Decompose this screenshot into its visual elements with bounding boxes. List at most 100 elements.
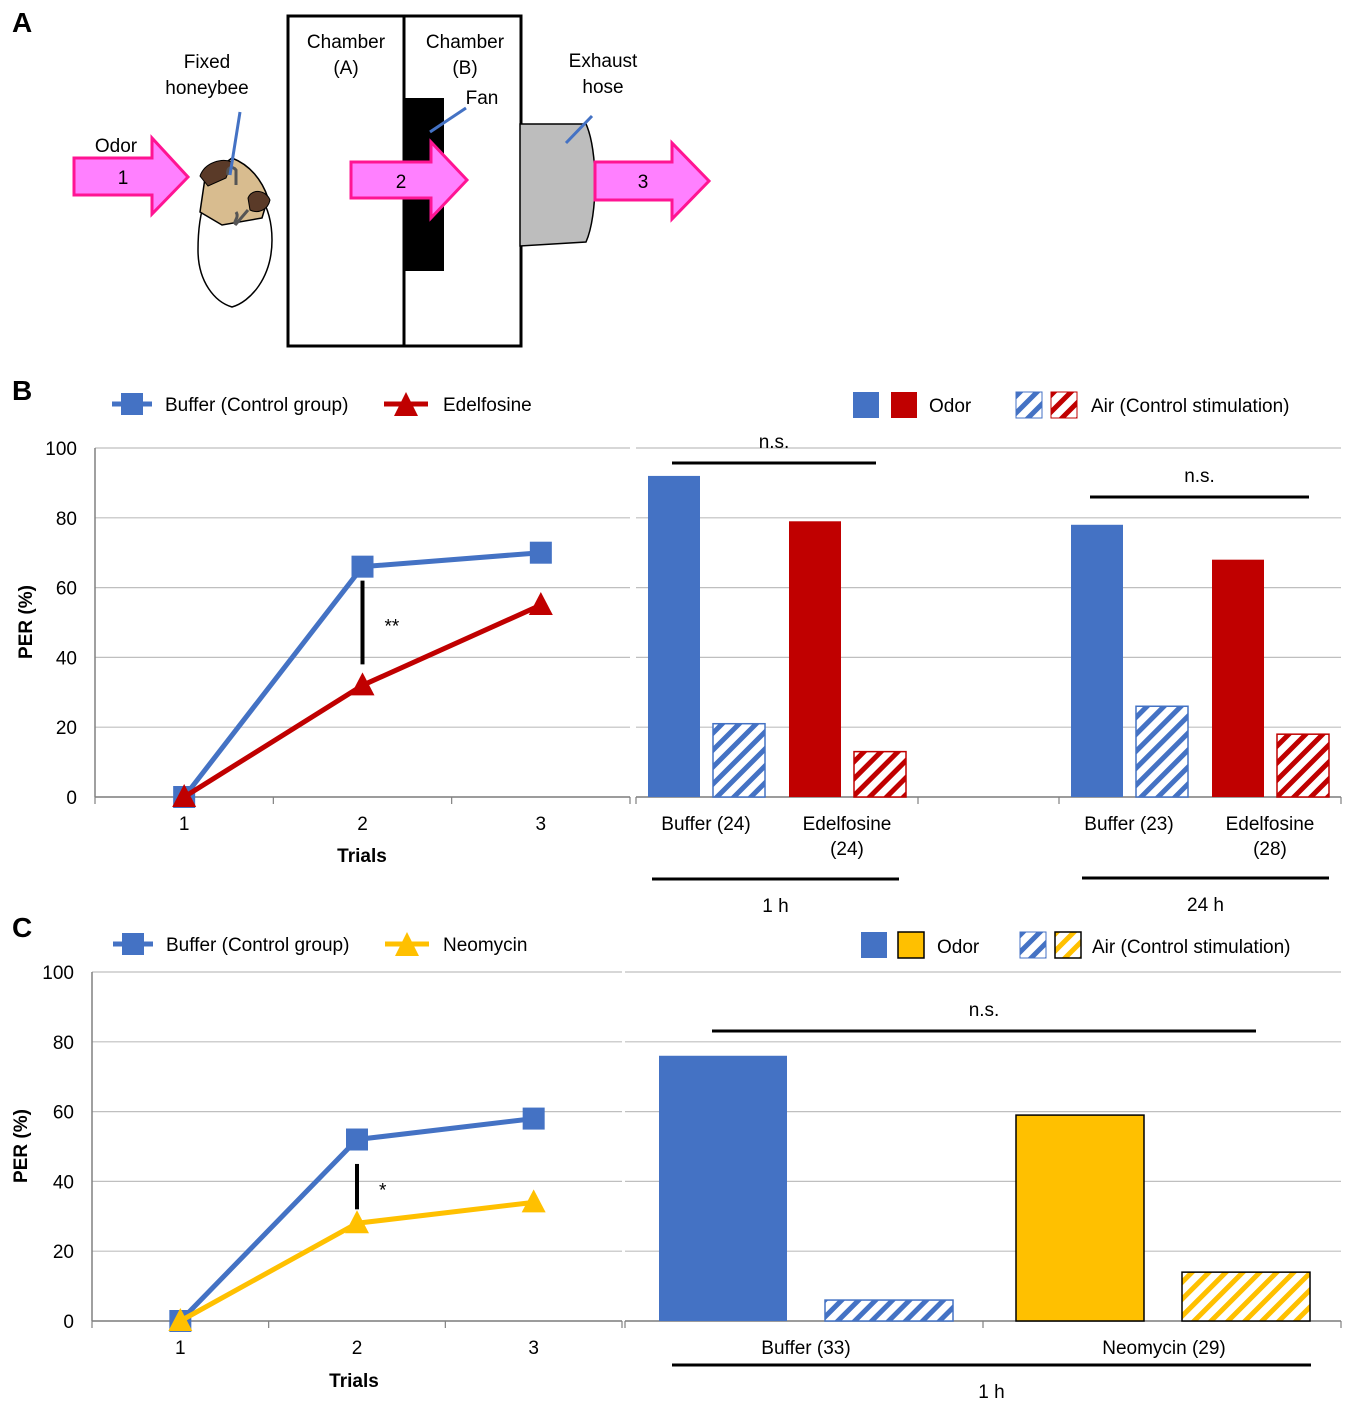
data-point-square: [346, 1128, 368, 1151]
data-point-triangle: [172, 784, 197, 807]
data-point-triangle: [345, 1210, 369, 1234]
arrow-3-label: 3: [638, 172, 649, 193]
legend-square-marker: [121, 393, 143, 415]
fan-label: Fan: [466, 88, 499, 109]
bar-group-label: Edelfosine: [803, 814, 892, 835]
b-legend-edelfosine: Edelfosine: [443, 395, 532, 416]
bar-group-label: Buffer (24): [661, 814, 750, 835]
bar-odor: [648, 475, 700, 797]
panel-b-bar-chart: Odor Air (Control stimulation) Buffer (2…: [635, 391, 1342, 917]
bar-odor: [1071, 524, 1123, 797]
bar-air: [1276, 733, 1330, 798]
bar-odor: [789, 521, 841, 797]
chamber-b-label-2: (B): [452, 58, 477, 79]
bar-air: [712, 722, 766, 798]
y-tick-label: 20: [53, 1242, 74, 1263]
panel-c-line-chart: Buffer (Control group) Neomycin PER (%) …: [11, 932, 623, 1392]
x-tick-label: 3: [528, 1338, 539, 1359]
y-tick-label: 80: [53, 1033, 74, 1054]
panel-b-line-chart: Buffer (Control group) Edelfosine PER (%…: [16, 392, 631, 867]
x-tick-label: 2: [352, 1338, 363, 1359]
bee-label-2: honeybee: [165, 78, 248, 99]
legend-odor-blue-swatch: [861, 932, 887, 958]
chamber-a-label-2: (A): [333, 58, 358, 79]
b-legend-odor: Odor: [929, 396, 972, 417]
odor-arrow-1: 1: [72, 134, 191, 218]
x-tick-label: 2: [357, 814, 368, 835]
odor-arrow-3: 3: [593, 139, 712, 223]
y-tick-label: 40: [56, 648, 77, 669]
x-tick-label: 1: [179, 814, 190, 835]
legend-air-yellow-swatch: [1054, 931, 1082, 959]
y-tick-label: 0: [63, 1312, 74, 1333]
time-label: 24 h: [1187, 895, 1224, 916]
exhaust-label-2: hose: [582, 77, 623, 98]
legend-triangle-marker: [395, 932, 419, 956]
legend-air-red-swatch: [1050, 391, 1078, 419]
y-tick-label: 100: [45, 439, 77, 460]
data-point-square: [522, 1107, 545, 1130]
c-legend-neomycin: Neomycin: [443, 935, 527, 956]
legend-air-blue-swatch: [1015, 391, 1043, 419]
panel-c-bar-chart: Odor Air (Control stimulation) Buffer (3…: [624, 931, 1342, 1403]
c-bar-legend: Odor Air (Control stimulation): [861, 931, 1291, 959]
time-label: 1 h: [762, 896, 788, 917]
exhaust-hose-icon: [519, 123, 596, 247]
b-line-legend: Buffer (Control group) Edelfosine: [112, 392, 532, 416]
bar-group-label: Edelfosine: [1226, 814, 1315, 835]
time-label: 1 h: [978, 1382, 1004, 1399]
y-tick-label: 60: [56, 579, 77, 600]
b-bar-legend: Odor Air (Control stimulation): [853, 391, 1290, 419]
odor-arrow-2: 2: [349, 138, 470, 222]
y-tick-label: 100: [42, 963, 74, 984]
arrow-1-label: 1: [118, 168, 129, 189]
data-point-triangle: [168, 1308, 193, 1331]
significance-label: *: [379, 1181, 387, 1202]
data-point-square: [529, 541, 552, 564]
x-tick-label: 3: [536, 814, 547, 835]
ns-label: n.s.: [759, 432, 790, 453]
bar-air: [1181, 1271, 1311, 1322]
bar-group-label: Buffer (23): [1084, 814, 1173, 835]
bee-label-1: Fixed: [184, 52, 230, 73]
ns-label: n.s.: [969, 1000, 1000, 1021]
ns-label: n.s.: [1184, 466, 1215, 487]
legend-air-blue-swatch: [1019, 931, 1047, 959]
chamber-b-label-1: Chamber: [426, 32, 505, 53]
bar-group-label: Buffer (33): [761, 1338, 850, 1359]
bar-group-label-line2: (28): [1253, 839, 1287, 860]
b-legend-buffer: Buffer (Control group): [165, 395, 348, 416]
bar-air: [824, 1299, 954, 1322]
x-tick-label: 1: [175, 1338, 186, 1359]
honeybee-icon: [197, 111, 273, 308]
bar-air: [853, 750, 907, 798]
panel-c-letter: C: [12, 912, 32, 943]
bar-group-label: Neomycin (29): [1102, 1338, 1226, 1359]
b-ylabel: PER (%): [16, 585, 37, 659]
panel-b-letter: B: [12, 375, 32, 406]
legend-odor-yellow-swatch: [897, 931, 925, 959]
bar-air: [1135, 705, 1189, 798]
bar-odor: [1212, 559, 1264, 797]
y-tick-label: 40: [53, 1172, 74, 1193]
y-tick-label: 60: [53, 1103, 74, 1124]
odor-label: Odor: [95, 136, 138, 157]
data-point-triangle: [528, 592, 553, 616]
arrow-2-label: 2: [396, 172, 407, 193]
data-point-square: [351, 555, 374, 578]
c-ylabel: PER (%): [11, 1109, 32, 1183]
c-line-legend: Buffer (Control group) Neomycin: [113, 932, 527, 956]
data-point-triangle: [350, 672, 375, 696]
y-tick-label: 80: [56, 509, 77, 530]
chamber-a-label-1: Chamber: [307, 32, 386, 53]
b-legend-air: Air (Control stimulation): [1091, 396, 1290, 417]
panel-a: A 1 Odor Fixed honeybee Chamber (A) Cham…: [12, 7, 712, 348]
c-legend-air: Air (Control stimulation): [1092, 937, 1291, 958]
y-tick-label: 20: [56, 718, 77, 739]
legend-odor-red-swatch: [891, 392, 917, 418]
bar-group-label-line2: (24): [830, 839, 864, 860]
b-xlabel: Trials: [337, 846, 387, 867]
legend-triangle-marker: [394, 392, 418, 416]
c-legend-buffer: Buffer (Control group): [166, 935, 349, 956]
